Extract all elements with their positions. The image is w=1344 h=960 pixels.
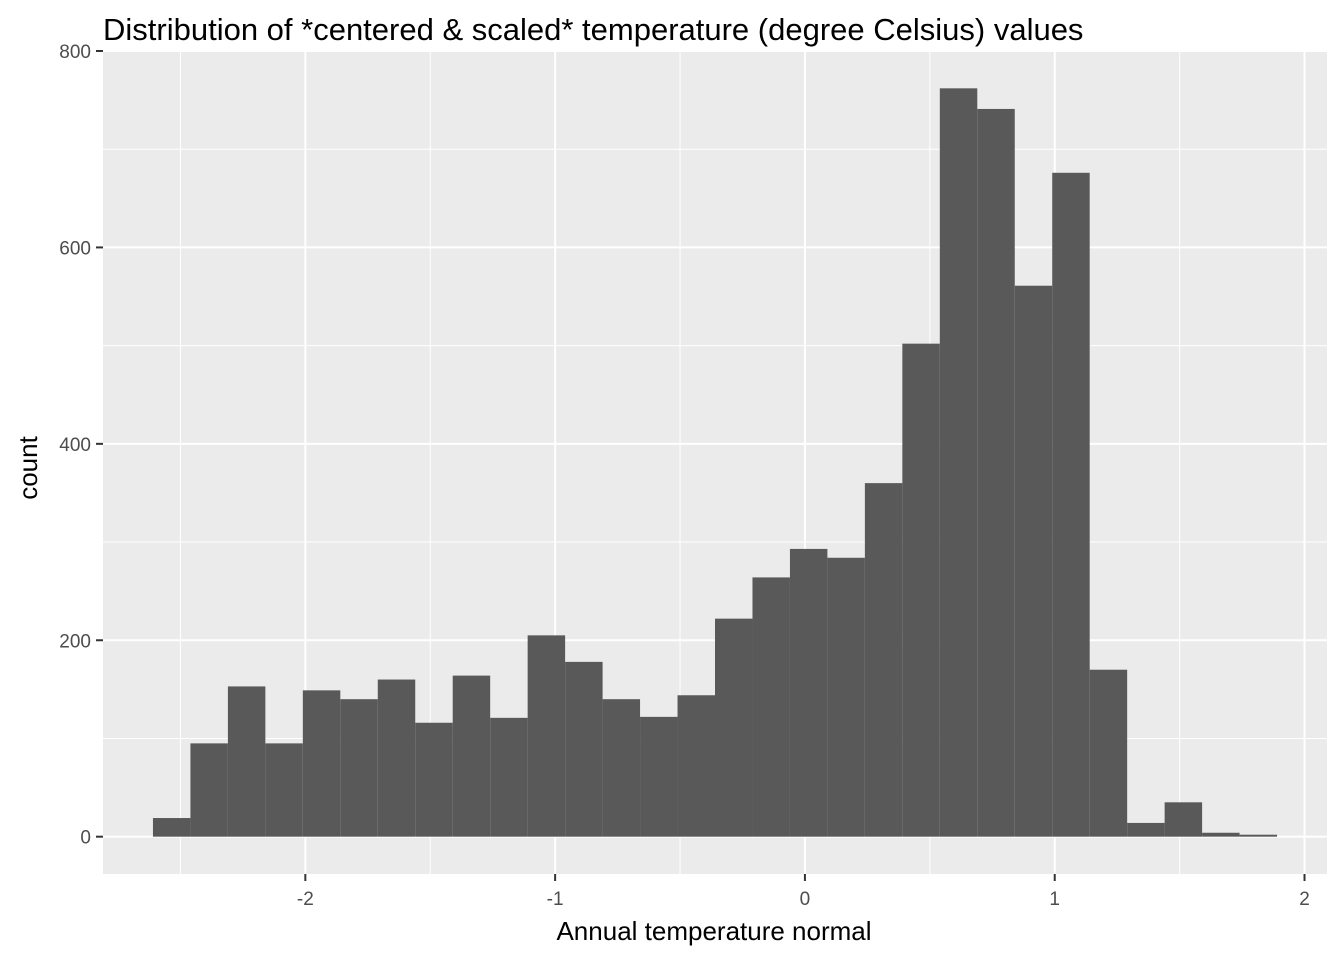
histogram-bar-23: [977, 108, 1015, 837]
histogram-bar-11: [527, 635, 566, 837]
chart-title: Distribution of *centered & scaled* temp…: [103, 12, 1083, 47]
histogram-bar-10: [490, 717, 528, 837]
histogram-bar-19: [827, 557, 865, 837]
histogram-bar-20: [864, 483, 903, 837]
histogram-bar-26: [1089, 669, 1128, 837]
histogram-bar-28: [1164, 802, 1203, 837]
x-tick-label: -2: [297, 889, 314, 910]
histogram-bar-3: [227, 686, 266, 837]
y-tick-label: 200: [59, 631, 91, 652]
histogram-bar-2: [190, 743, 228, 837]
histogram-bar-25: [1052, 172, 1090, 837]
histogram-bar-16: [715, 618, 753, 837]
histogram-bar-8: [415, 722, 453, 837]
histogram-bar-18: [789, 548, 828, 837]
histogram-bar-15: [677, 695, 715, 837]
y-axis: 0 200 400 600 800: [59, 42, 103, 849]
histogram-bars: [152, 88, 1278, 837]
histogram-bar-7: [377, 679, 416, 837]
y-tick-label: 400: [59, 435, 91, 456]
histogram-bar-12: [565, 661, 603, 837]
x-tick-label: -1: [547, 889, 564, 910]
x-tick-label: 1: [1049, 889, 1060, 910]
x-axis-title: Annual temperature normal: [556, 916, 871, 946]
y-tick-label: 600: [59, 238, 91, 259]
histogram-bar-5: [302, 690, 341, 837]
histogram-bar-4: [265, 743, 303, 837]
histogram-bar-24: [1014, 285, 1053, 837]
histogram-bar-21: [902, 343, 940, 837]
y-axis-title: count: [13, 435, 43, 499]
histogram-bar-1: [152, 818, 191, 837]
histogram-bar-6: [340, 699, 378, 837]
histogram-bar-22: [939, 88, 978, 837]
y-tick-label: 800: [59, 42, 91, 63]
histogram-bar-13: [602, 699, 641, 837]
x-axis: -2 -1 0 1 2: [297, 874, 1310, 910]
histogram-bar-14: [640, 716, 678, 837]
histogram-bar-9: [452, 675, 491, 837]
x-tick-label: 0: [800, 889, 811, 910]
x-tick-label: 2: [1299, 889, 1310, 910]
histogram-bar-27: [1127, 822, 1165, 837]
histogram-bar-30: [1239, 834, 1278, 837]
histogram-bar-17: [752, 577, 790, 837]
y-tick-label: 0: [80, 828, 91, 849]
histogram-bar-29: [1202, 832, 1240, 837]
